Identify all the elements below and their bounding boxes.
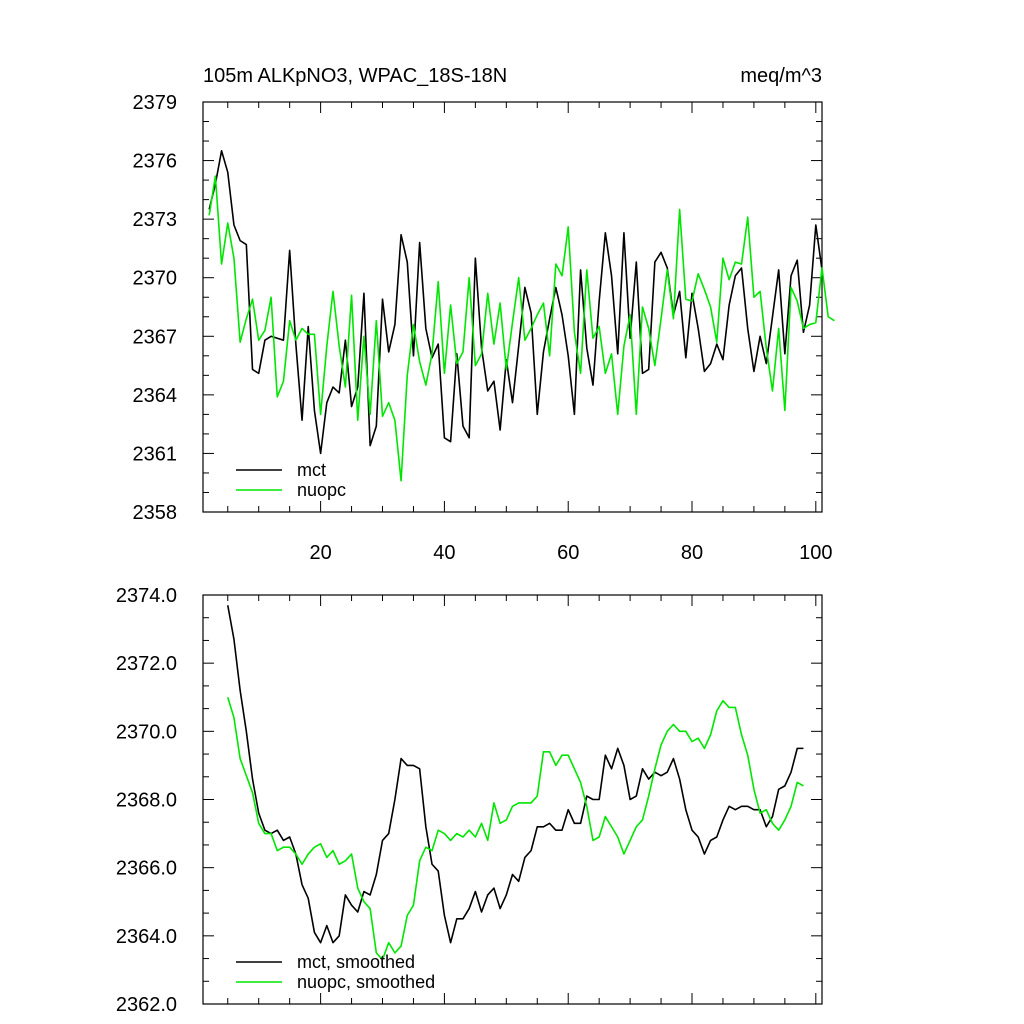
y-tick-label: 2372.0 [116,653,177,675]
legend-label: mct [297,460,326,480]
y-tick-label: 2370.0 [116,721,177,743]
top-plot: 2358 2361 2364 2367 2370 2373 2376 2379 20 40 60 80… [133,92,835,564]
plot-frame [202,101,823,513]
bottom-plot: 2362.0 2364.0 2366.0 2368.0 2370.0 2372.0 2374… [116,585,823,1016]
y-tick-label: 2362.0 [116,994,177,1016]
y-tick-label: 2358 [133,502,178,524]
x-tick-label: 20 [309,542,331,564]
top-plot-units: meq/m^3 [740,65,822,87]
legend-label: nuopc [297,480,346,500]
y-tick-label: 2374.0 [116,585,177,607]
y-tick-label: 2361 [133,443,178,465]
legend-label: mct, smoothed [297,952,415,972]
x-tick-label: 40 [433,542,455,564]
x-tick-label: 60 [557,542,579,564]
y-tick-label: 2364 [133,385,178,407]
y-tick-label: 2370 [133,268,178,290]
y-tick-label: 2367 [133,326,178,348]
series-line-mct-smoothed [226,605,804,944]
top-plot-title: 105m ALKpNO3, WPAC_18S-18N [203,65,507,87]
y-tick-label: 2379 [133,92,178,114]
legend-label: nuopc, smoothed [297,972,435,992]
y-tick-label: 2366.0 [116,858,177,880]
series-line-nuopc-smoothed [226,697,804,961]
series-line-nuopc [208,175,835,482]
series-line-mct [208,150,823,455]
y-tick-label: 2376 [133,151,178,173]
x-tick-label: 80 [681,542,703,564]
y-tick-label: 2368.0 [116,790,177,812]
y-tick-label: 2373 [133,209,178,231]
y-tick-label: 2364.0 [116,926,177,948]
x-tick-label: 100 [799,542,832,564]
